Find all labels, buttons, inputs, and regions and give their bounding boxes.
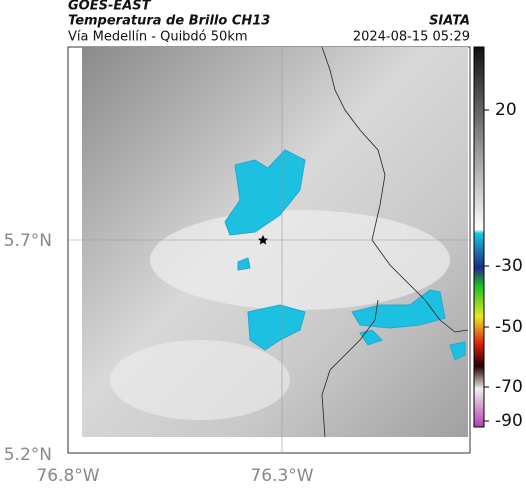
route: Vía Medellín - Quibdó 50km — [68, 30, 248, 45]
timestamp: 2024-08-15 05:29 — [353, 30, 470, 45]
cloud — [110, 340, 290, 420]
lat-label: 5.7°N — [4, 231, 52, 251]
coastline — [321, 46, 469, 438]
site-marker — [258, 235, 268, 245]
cloud — [150, 210, 450, 310]
product: Temperatura de Brillo CH13 — [68, 14, 270, 29]
colorbar-tick-label: -70 — [495, 377, 523, 397]
source: GOES-EAST — [68, 0, 152, 14]
lon-label: 76.3°W — [250, 466, 313, 486]
lat-label: 5.2°N — [4, 445, 52, 465]
colorbar-tick-label: -30 — [495, 256, 523, 276]
colorbar-ticks: 20 -30 -50 -70 -90 — [484, 100, 523, 431]
colorbar — [473, 46, 485, 428]
lon-label: 76.8°W — [36, 466, 99, 486]
colorbar-tick-label: -90 — [495, 411, 523, 431]
institution: SIATA — [429, 14, 470, 29]
colorbar-tick-label: 20 — [495, 100, 517, 120]
colorbar-tick-label: -50 — [495, 317, 523, 337]
